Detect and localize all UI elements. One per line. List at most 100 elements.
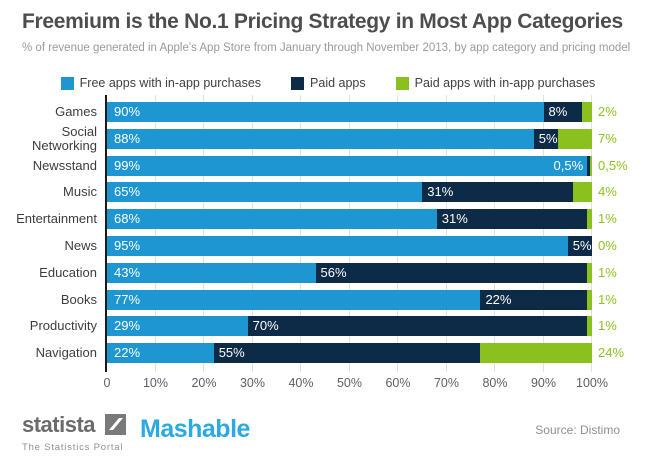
free-value-label: 65%	[114, 184, 141, 200]
category-label: Productivity	[29, 318, 97, 334]
paid-iap-segment	[558, 128, 592, 149]
legend-swatch-icon	[291, 76, 305, 90]
legend-label: Paid apps with in-app purchases	[414, 76, 596, 90]
paid-iap-segment	[587, 262, 592, 283]
free-segment	[107, 102, 544, 122]
paid-value-label: 31%	[441, 211, 468, 227]
free-value-label: 29%	[114, 318, 141, 334]
paid-iap-segment	[587, 316, 592, 337]
paid-value-label: 31%	[427, 184, 454, 200]
gridline	[591, 95, 592, 372]
free-value-label: 99%	[114, 157, 141, 173]
paid-segment	[543, 102, 583, 122]
gridlines	[107, 95, 592, 372]
paid-iap-value-label: 0,5%	[598, 157, 628, 173]
free-segment	[107, 155, 588, 176]
bar-row: 43% 56% 1%	[107, 262, 617, 283]
gridline	[300, 95, 301, 372]
paid-value-label: 70%	[252, 318, 279, 334]
stacked-bar-chart: Games 90% 8% 2% Social Networking 88% 5% 7% News…	[0, 95, 656, 395]
paid-segment	[315, 262, 588, 283]
paid-value-label: 22%	[485, 291, 512, 307]
legend: Free apps with in-app purchases Paid apps…	[0, 76, 656, 90]
x-tick-label: 50%	[336, 376, 363, 390]
free-segment	[107, 316, 248, 337]
free-value-label: 68%	[114, 211, 141, 227]
paid-iap-segment	[582, 102, 592, 122]
legend-item-0: Free apps with in-app purchases	[60, 76, 261, 90]
category-label: Newsstand	[32, 157, 97, 173]
mashable-logo[interactable]: Mashable	[140, 415, 250, 443]
gridline	[154, 95, 156, 372]
category-label: Social Networking	[31, 123, 97, 153]
free-segment	[107, 343, 214, 364]
paid-iap-segment	[587, 209, 592, 230]
x-tick-label: 70%	[433, 376, 460, 390]
legend-swatch-icon	[60, 76, 74, 90]
free-value-label: 95%	[114, 238, 141, 253]
gridline	[251, 95, 253, 372]
x-tick-label: 40%	[288, 376, 314, 390]
chart-subtitle: % of revenue generated in Apple's App St…	[22, 42, 631, 54]
paid-segment	[480, 289, 588, 310]
statista-wordmark: statista	[22, 412, 96, 437]
category-label: Entertainment	[16, 211, 97, 227]
category-label: Education	[39, 264, 97, 280]
legend-item-2: Paid apps with in-app purchases	[395, 76, 596, 90]
bar-row: 95% 5% 0%	[107, 236, 617, 256]
free-segment	[107, 128, 534, 149]
statista-tagline: The Statistics Portal	[22, 442, 124, 453]
x-tick-label: 80%	[482, 376, 508, 390]
legend-swatch-icon	[395, 76, 409, 90]
free-value-label: 90%	[114, 104, 141, 119]
paid-iap-segment	[572, 182, 592, 203]
x-tick-label: 0	[103, 376, 111, 390]
paid-iap-value-label: 2%	[598, 104, 617, 119]
paid-segment	[436, 209, 588, 230]
source-text: Source: Distimo	[535, 423, 620, 437]
category-label: Navigation	[35, 345, 97, 361]
bar-row: 90% 8% 2%	[107, 102, 617, 122]
bar-row: 65% 31% 4%	[107, 182, 617, 203]
bar-row: 88% 5% 7%	[107, 128, 617, 149]
bar-row: 22% 55% 24%	[107, 343, 624, 364]
category-label: Music	[63, 184, 97, 200]
category-label: Games	[55, 104, 97, 119]
paid-iap-value-label: 1%	[598, 291, 617, 307]
paid-value-label: 56%	[320, 264, 347, 280]
statista-glyph-icon	[104, 414, 126, 440]
paid-segment	[533, 128, 559, 149]
paid-segment	[422, 182, 573, 203]
bar-row: 77% 22% 1%	[107, 289, 617, 310]
free-segment	[107, 182, 423, 203]
footer: statista The Statistics Portal Mashable …	[0, 408, 656, 463]
paid-segment	[587, 155, 590, 176]
paid-value-label: 5%	[538, 130, 558, 146]
x-tick-label: 90%	[530, 376, 557, 390]
gridline	[542, 95, 544, 372]
paid-iap-value-label: 4%	[598, 184, 617, 200]
paid-iap-value-label: 0%	[598, 238, 617, 253]
y-axis-line	[105, 95, 107, 372]
paid-iap-segment	[589, 155, 592, 176]
paid-iap-value-label: 7%	[598, 130, 617, 146]
legend-item-1: Paid apps	[291, 76, 366, 90]
paid-iap-segment	[480, 343, 592, 364]
paid-value-label: 0,5%	[553, 157, 584, 173]
category-label: Books	[60, 291, 97, 307]
free-segment	[107, 289, 481, 310]
x-tick-label: 100%	[576, 376, 608, 390]
x-tick-label: 30%	[239, 376, 266, 390]
free-value-label: 43%	[114, 264, 141, 280]
chart-title: Freemium is the No.1 Pricing Strategy in…	[22, 10, 623, 33]
category-label: News	[64, 238, 97, 253]
bar-row: 68% 31% 1%	[107, 209, 617, 230]
gridline	[445, 95, 447, 372]
statista-logo[interactable]: statista The Statistics Portal	[22, 414, 152, 453]
free-segment	[107, 209, 437, 230]
gridline	[348, 95, 350, 372]
free-segment	[107, 262, 316, 283]
paid-value-label: 55%	[218, 345, 245, 361]
gridline	[494, 95, 495, 372]
